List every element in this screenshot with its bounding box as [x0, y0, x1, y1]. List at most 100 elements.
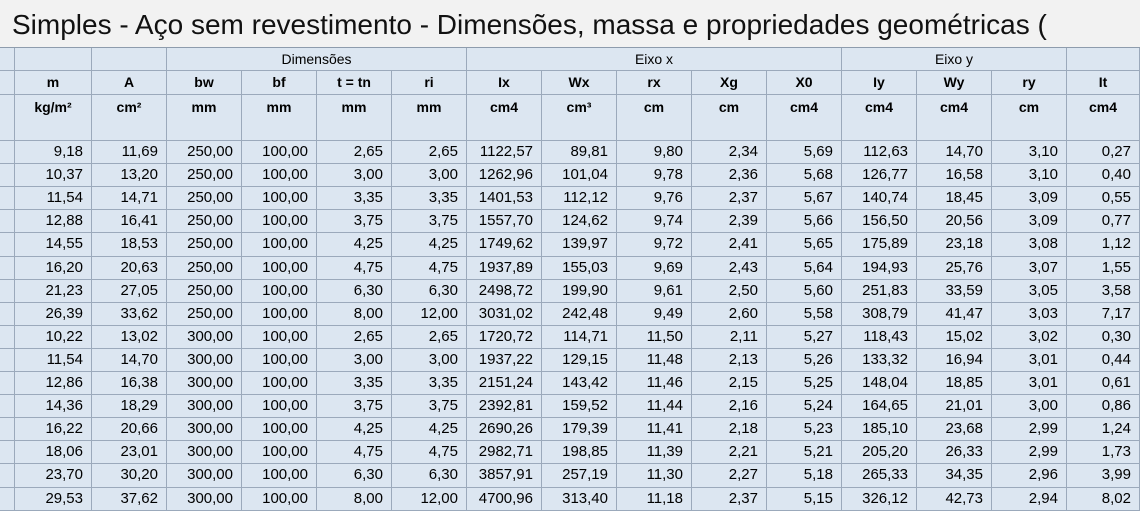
data-cell: 11,69 — [92, 141, 167, 164]
data-cell: 2,37 — [692, 488, 767, 511]
data-cell: 100,00 — [242, 187, 317, 210]
data-cell: 250,00 — [167, 280, 242, 303]
data-cell: 2,65 — [392, 141, 467, 164]
data-cell: 8,02 — [1067, 488, 1140, 511]
data-cell: 6,30 — [392, 280, 467, 303]
data-cell: 300,00 — [167, 441, 242, 464]
data-cell: 1,12 — [1067, 233, 1140, 257]
column-header: X0 — [767, 71, 842, 95]
unit-label: cm — [617, 95, 692, 141]
data-cell: 2,11 — [692, 326, 767, 349]
data-cell: 3,35 — [392, 187, 467, 210]
data-cell: 9,61 — [617, 280, 692, 303]
data-cell: 126,77 — [842, 164, 917, 187]
data-cell: 3,35 — [317, 187, 392, 210]
data-cell: 1,24 — [1067, 418, 1140, 441]
data-cell: 1262,96 — [467, 164, 542, 187]
data-cell: 3,10 — [992, 141, 1067, 164]
data-cell: 0,27 — [1067, 141, 1140, 164]
data-cell: 3,75 — [392, 210, 467, 233]
data-cell: 2,16 — [692, 395, 767, 418]
unit-label: mm — [242, 95, 317, 141]
data-cell: 5,65 — [767, 233, 842, 257]
data-cell: 3,01 — [992, 372, 1067, 395]
data-cell: 300,00 — [167, 488, 242, 511]
data-cell: 2,60 — [692, 303, 767, 326]
data-cell: 3,75 — [317, 210, 392, 233]
data-cell: 5,21 — [767, 441, 842, 464]
data-cell: 313,40 — [542, 488, 617, 511]
empty-cell — [0, 441, 15, 464]
data-cell: 4,25 — [392, 418, 467, 441]
unit-label: cm4 — [917, 95, 992, 141]
empty-cell — [0, 164, 15, 187]
data-cell: 156,50 — [842, 210, 917, 233]
data-cell: 250,00 — [167, 303, 242, 326]
data-cell: 37,62 — [92, 488, 167, 511]
data-cell: 2982,71 — [467, 441, 542, 464]
data-cell: 11,41 — [617, 418, 692, 441]
data-cell: 100,00 — [242, 418, 317, 441]
column-header: Ix — [467, 71, 542, 95]
empty-cell — [0, 280, 15, 303]
empty-cell — [0, 257, 15, 280]
data-cell: 0,55 — [1067, 187, 1140, 210]
data-cell: 100,00 — [242, 488, 317, 511]
data-cell: 16,58 — [917, 164, 992, 187]
data-cell: 8,00 — [317, 488, 392, 511]
data-cell: 20,63 — [92, 257, 167, 280]
data-cell: 0,77 — [1067, 210, 1140, 233]
empty-cell — [0, 395, 15, 418]
empty-cell — [0, 95, 15, 141]
data-cell: 118,43 — [842, 326, 917, 349]
data-cell: 27,05 — [92, 280, 167, 303]
data-cell: 2,99 — [992, 441, 1067, 464]
sheet-title: Simples - Aço sem revestimento - Dimensõ… — [12, 9, 1047, 40]
data-cell: 257,19 — [542, 464, 617, 488]
data-cell: 112,12 — [542, 187, 617, 210]
data-cell: 100,00 — [242, 141, 317, 164]
data-cell: 1937,22 — [467, 349, 542, 372]
title-bar: Simples - Aço sem revestimento - Dimensõ… — [0, 0, 1140, 48]
data-cell: 3,00 — [317, 349, 392, 372]
data-cell: 199,90 — [542, 280, 617, 303]
data-cell: 155,03 — [542, 257, 617, 280]
data-cell: 3,09 — [992, 210, 1067, 233]
data-cell: 3,58 — [1067, 280, 1140, 303]
data-cell: 148,04 — [842, 372, 917, 395]
data-cell: 14,70 — [917, 141, 992, 164]
data-cell: 100,00 — [242, 233, 317, 257]
data-cell: 2,65 — [392, 326, 467, 349]
data-cell: 21,01 — [917, 395, 992, 418]
data-cell: 18,45 — [917, 187, 992, 210]
data-cell: 26,39 — [15, 303, 92, 326]
data-cell: 11,54 — [15, 187, 92, 210]
group-header: Dimensões — [167, 48, 467, 71]
data-cell: 5,69 — [767, 141, 842, 164]
data-cell: 11,50 — [617, 326, 692, 349]
data-cell: 16,41 — [92, 210, 167, 233]
data-cell: 23,68 — [917, 418, 992, 441]
empty-cell — [0, 464, 15, 488]
data-cell: 9,72 — [617, 233, 692, 257]
data-cell: 5,26 — [767, 349, 842, 372]
data-cell: 3,35 — [392, 372, 467, 395]
data-cell: 11,48 — [617, 349, 692, 372]
data-cell: 12,00 — [392, 488, 467, 511]
data-cell: 18,06 — [15, 441, 92, 464]
data-cell: 242,48 — [542, 303, 617, 326]
data-cell: 2,94 — [992, 488, 1067, 511]
data-cell: 12,88 — [15, 210, 92, 233]
group-header: Eixo y — [842, 48, 1067, 71]
data-cell: 2,39 — [692, 210, 767, 233]
data-cell: 300,00 — [167, 418, 242, 441]
data-cell: 11,39 — [617, 441, 692, 464]
data-cell: 300,00 — [167, 326, 242, 349]
data-cell: 3,75 — [317, 395, 392, 418]
column-header: t = tn — [317, 71, 392, 95]
data-cell: 3,09 — [992, 187, 1067, 210]
data-cell: 140,74 — [842, 187, 917, 210]
data-cell: 16,22 — [15, 418, 92, 441]
data-cell: 33,62 — [92, 303, 167, 326]
